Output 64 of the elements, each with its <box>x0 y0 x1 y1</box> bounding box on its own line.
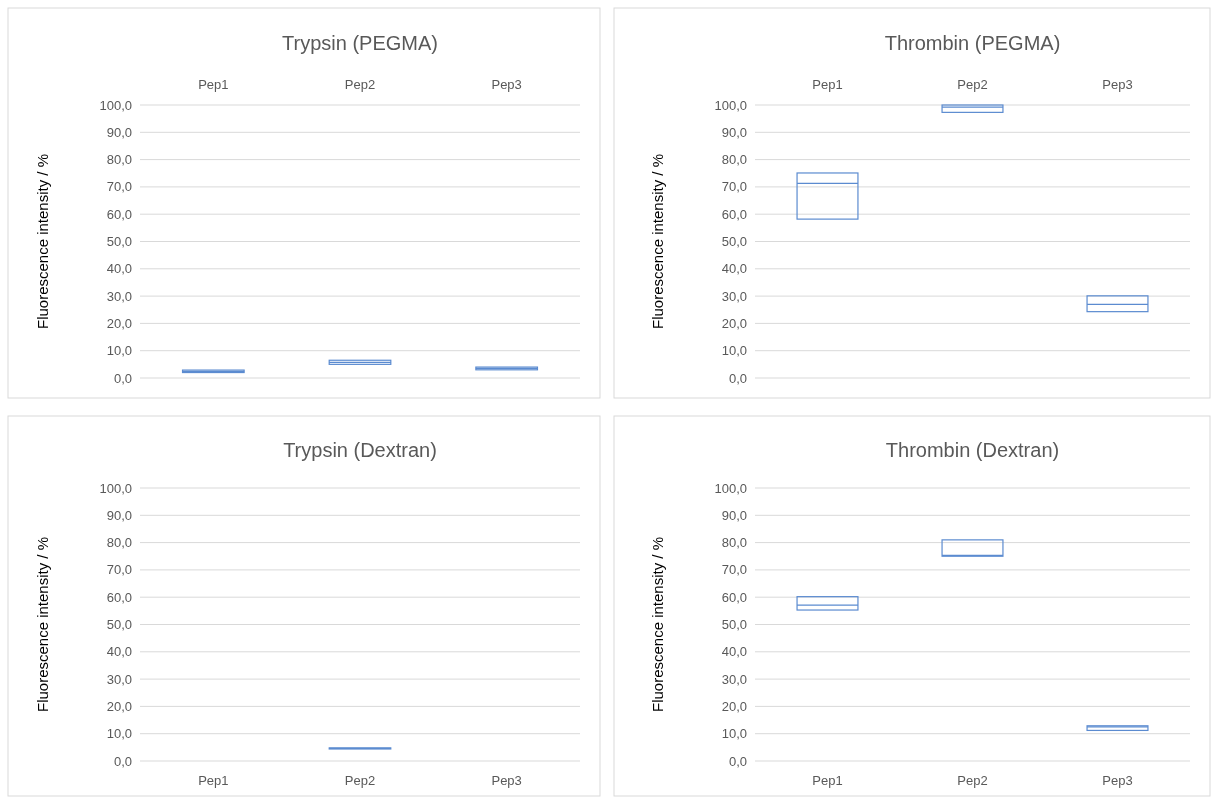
y-tick-label: 90,0 <box>106 507 132 523</box>
chart-title: Thrombin (PEGMA) <box>884 32 1061 54</box>
y-axis-title: Fluorescence intensity / % <box>34 153 51 330</box>
y-tick-label: 0,0 <box>728 753 747 769</box>
y-tick-label: 60,0 <box>721 206 747 222</box>
y-tick-label: 90,0 <box>721 124 747 140</box>
chart-title: Thrombin (Dextran) <box>885 439 1060 461</box>
y-tick-label: 0,0 <box>728 370 747 386</box>
y-tick-label: 20,0 <box>106 698 132 714</box>
y-tick-label: 70,0 <box>106 179 132 195</box>
y-tick-label: 100,0 <box>714 97 747 113</box>
y-axis-title: Fluorescence intensity / % <box>34 536 51 713</box>
x-tick-label: Pep1 <box>198 77 229 92</box>
y-axis-title: Fluorescence intensity / % <box>649 153 666 330</box>
y-tick-label: 10,0 <box>721 726 747 742</box>
y-tick-label: 80,0 <box>721 152 747 168</box>
y-tick-label: 10,0 <box>106 726 132 742</box>
y-tick-label: 60,0 <box>106 206 132 222</box>
chart-title: Trypsin (Dextran) <box>283 439 437 461</box>
chart-title: Trypsin (PEGMA) <box>282 32 438 54</box>
y-tick-label: 20,0 <box>106 315 132 331</box>
y-tick-label: 10,0 <box>721 343 747 359</box>
y-tick-label: 100,0 <box>99 97 132 113</box>
y-tick-label: 50,0 <box>721 234 747 250</box>
x-tick-label: Pep2 <box>957 77 988 92</box>
x-tick-label: Pep2 <box>957 773 988 788</box>
y-tick-label: 50,0 <box>721 617 747 633</box>
y-tick-label: 30,0 <box>721 288 747 304</box>
y-tick-label: 40,0 <box>106 261 132 277</box>
y-tick-label: 100,0 <box>714 480 747 496</box>
x-tick-label: Pep3 <box>1102 773 1133 788</box>
y-tick-label: 70,0 <box>721 562 747 578</box>
y-tick-label: 30,0 <box>721 671 747 687</box>
y-tick-label: 10,0 <box>106 343 132 359</box>
x-tick-label: Pep2 <box>344 77 376 92</box>
y-tick-label: 30,0 <box>106 288 132 304</box>
y-axis-title: Fluorescence intensity / % <box>649 536 666 713</box>
y-tick-label: 40,0 <box>106 644 132 660</box>
y-tick-label: 0,0 <box>113 370 132 386</box>
y-tick-label: 100,0 <box>99 480 132 496</box>
y-tick-label: 90,0 <box>721 507 747 523</box>
y-tick-label: 80,0 <box>721 535 747 551</box>
y-tick-label: 70,0 <box>106 562 132 578</box>
y-tick-label: 0,0 <box>113 753 132 769</box>
x-tick-label: Pep3 <box>1102 77 1133 92</box>
x-tick-label: Pep1 <box>812 773 843 788</box>
y-tick-label: 50,0 <box>106 617 132 633</box>
y-tick-label: 40,0 <box>721 261 747 277</box>
y-tick-label: 50,0 <box>106 234 132 250</box>
y-tick-label: 60,0 <box>106 589 132 605</box>
x-tick-label: Pep2 <box>344 773 376 788</box>
y-tick-label: 20,0 <box>721 698 747 714</box>
x-tick-label: Pep1 <box>198 773 229 788</box>
y-tick-label: 80,0 <box>106 535 132 551</box>
y-tick-label: 20,0 <box>721 315 747 331</box>
y-tick-label: 90,0 <box>106 124 132 140</box>
y-tick-label: 40,0 <box>721 644 747 660</box>
x-tick-label: Pep1 <box>812 77 843 92</box>
x-tick-label: Pep3 <box>491 77 522 92</box>
y-tick-label: 60,0 <box>721 589 747 605</box>
y-tick-label: 80,0 <box>106 152 132 168</box>
y-tick-label: 30,0 <box>106 671 132 687</box>
x-tick-label: Pep3 <box>491 773 522 788</box>
y-tick-label: 70,0 <box>721 179 747 195</box>
